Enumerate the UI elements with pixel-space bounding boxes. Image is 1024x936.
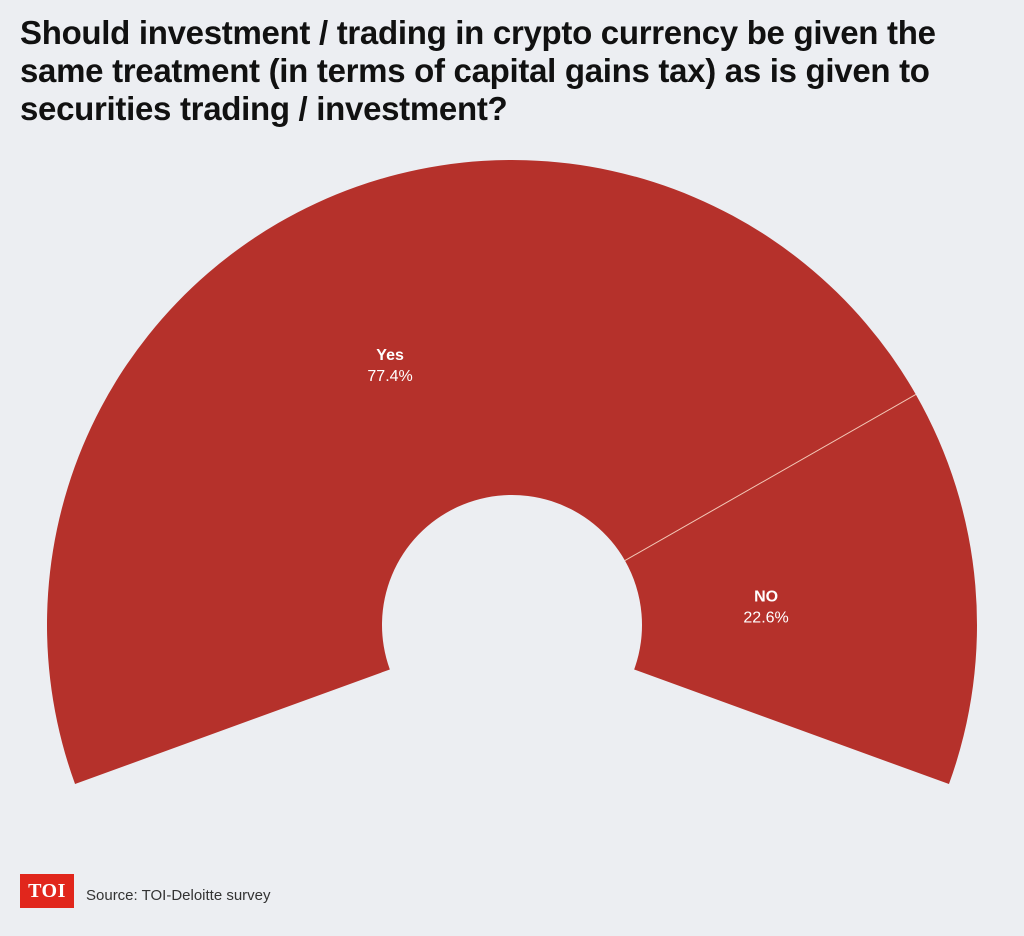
slice-yes (47, 159, 916, 785)
slice-label-yes: Yes (376, 347, 404, 364)
chart-slices (47, 159, 977, 785)
slice-no (624, 394, 977, 785)
slice-value-yes: 77.4% (367, 368, 412, 385)
footer: TOI Source: TOI-Deloitte survey (20, 874, 271, 908)
slice-divider (624, 394, 917, 561)
slice-label-no: NO (754, 588, 778, 605)
chart-labels: Yes 77.4% NO 22.6% (367, 347, 788, 627)
toi-logo: TOI (20, 874, 74, 908)
source-note: Source: TOI-Deloitte survey (86, 886, 271, 904)
slice-value-no: 22.6% (743, 609, 788, 626)
chart-title: Should investment / trading in crypto cu… (20, 14, 936, 127)
